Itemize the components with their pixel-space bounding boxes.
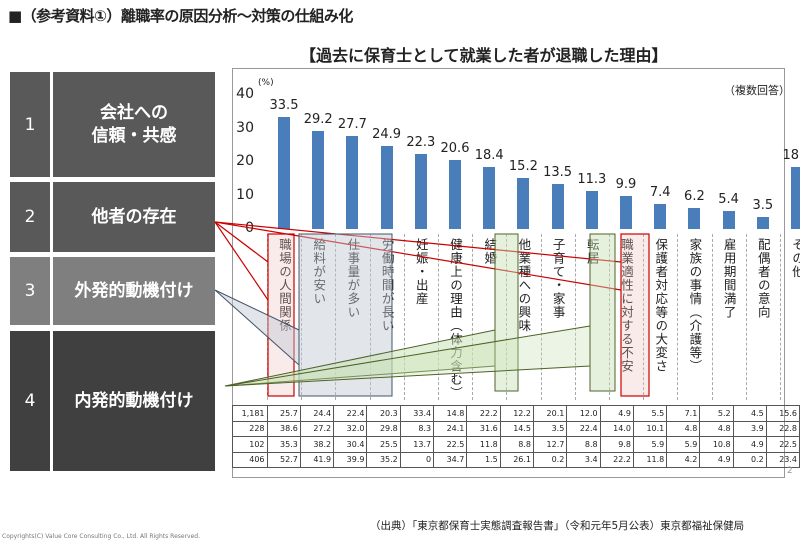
row-label: 外発的動機付け <box>53 257 215 325</box>
category-label: 子育て・家事 <box>540 234 575 400</box>
data-label: 18.5 <box>782 148 800 164</box>
page-number: 2 <box>787 466 793 476</box>
data-label: 7.4 <box>649 185 671 201</box>
bar <box>620 195 632 229</box>
data-label: 20.6 <box>440 140 470 156</box>
data-label: 15.2 <box>508 159 538 175</box>
green-callout <box>224 233 616 392</box>
left-panel-row: 3 外発的動機付け <box>10 257 215 325</box>
data-label: 22.3 <box>406 135 436 151</box>
category-label: 保護者対応等の大変さ <box>643 234 677 400</box>
category-label: 配偶者の意向 <box>745 234 780 400</box>
bar <box>791 167 800 229</box>
left-panel-row: 4 内発的動機付け <box>10 331 215 471</box>
copyright: Copyrights(C) Value Core Consulting Co.,… <box>2 533 201 540</box>
bar <box>688 208 701 229</box>
table-row: 1,181 25.7 24.4 22.4 20.3 33.4 14.8 22.2 12.2 20.… <box>232 405 800 422</box>
category-label: 職業適性に対する不安 <box>609 234 643 400</box>
category-label: 他業種への興味 <box>506 234 540 400</box>
data-label: 11.3 <box>577 172 607 188</box>
row-label: 会社への 信頼・共感 <box>53 72 215 177</box>
data-label: 18.4 <box>474 148 504 164</box>
bar <box>654 204 667 229</box>
bar <box>585 191 598 229</box>
bar <box>312 131 325 229</box>
left-panel-row: 1 会社への 信頼・共感 <box>10 72 215 177</box>
page-title: ■（参考資料①）離職率の原因分析～対策の仕組み化 <box>8 7 353 25</box>
y-tick-label: 20 <box>236 153 254 169</box>
category-label: その他 <box>780 234 800 400</box>
bar <box>278 116 290 229</box>
bar <box>756 217 769 229</box>
bar <box>414 154 427 229</box>
category-label: 雇用期間満了 <box>711 234 746 400</box>
table-row: 406 52.7 41.9 39.9 35.2 0 34.7 1.5 26.1 0.2 3.4 22.… <box>232 451 800 468</box>
data-label: 29.2 <box>303 112 333 128</box>
highlight-box-parents <box>620 233 650 397</box>
data-label: 33.5 <box>269 97 299 113</box>
bar <box>346 136 359 229</box>
row-label: 他者の存在 <box>53 182 215 252</box>
table-cell: 23.4 <box>765 451 800 468</box>
chart-title: 【過去に保育士として就業した者が退職した理由】 <box>300 46 668 65</box>
row-number: 4 <box>10 331 50 471</box>
y-tick-label: 10 <box>236 186 254 203</box>
multiple-answer-note: （複数回答） <box>724 84 790 97</box>
bar <box>380 145 393 229</box>
left-panel-row: 2 他者の存在 <box>10 182 215 252</box>
data-label: 13.5 <box>543 164 573 180</box>
row-number: 2 <box>10 182 50 252</box>
chart-frame <box>232 68 785 478</box>
highlight-box-aptitude <box>589 233 616 392</box>
data-label: 3.5 <box>752 198 774 214</box>
data-label: 6.2 <box>684 189 705 205</box>
data-label: 5.4 <box>718 191 739 207</box>
table-cell: 15.6 <box>765 405 800 422</box>
y-tick-label: 40 <box>236 86 254 102</box>
bar <box>483 167 496 229</box>
bar <box>449 159 461 229</box>
category-label: 家族の事情（介護等） <box>677 234 711 400</box>
table-cell: 35.2 <box>366 451 401 468</box>
data-table: 1,181 25.7 24.4 22.4 20.3 33.4 14.8 22.2 12.2 20.… <box>232 405 800 468</box>
red-callout <box>214 221 650 397</box>
highlight-box-other-industry <box>494 233 519 392</box>
bar <box>517 178 530 229</box>
table-row: 228 38.6 27.2 32.0 29.8 8.3 24.1 31.6 14.5 3.5 22.… <box>232 420 800 437</box>
table-cell: 406 <box>232 451 268 468</box>
category-label: 給料が安い <box>301 234 335 400</box>
bar <box>722 210 735 229</box>
category-label: 妊娠・出産 <box>403 234 438 400</box>
row-number: 1 <box>10 72 50 177</box>
row-label: 内発的動機付け <box>53 331 215 471</box>
row-number: 3 <box>10 257 50 325</box>
source-note: （出典）「東京都保育士実態調査報告書」（令和元年5月公表）東京都福祉保健局 <box>370 520 745 532</box>
category-label: 結婚 <box>472 234 506 400</box>
data-label: 9.9 <box>615 176 637 192</box>
category-label: 労働時間が長い <box>369 234 404 400</box>
table-cell: 41.9 <box>299 451 335 468</box>
table-cell: 4.9 <box>699 451 734 468</box>
category-label: 仕事量が多い <box>335 234 369 400</box>
y-unit-label: (%) <box>258 78 274 88</box>
data-label: 27.7 <box>337 117 367 133</box>
data-label: 24.9 <box>372 126 402 142</box>
y-tick-label: 30 <box>236 119 254 136</box>
table-cell: 11.8 <box>632 451 668 468</box>
bar <box>551 183 564 229</box>
highlight-box-relationships <box>267 233 295 397</box>
